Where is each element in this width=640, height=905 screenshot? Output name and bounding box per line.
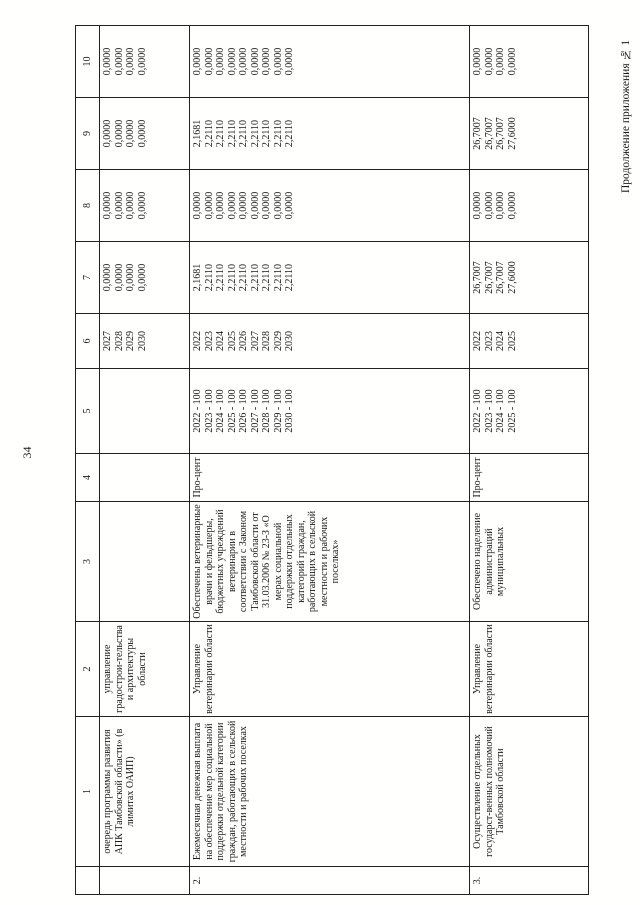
table-row-2: 2. Ежемесячная денежная выплата на обесп… [189, 25, 470, 895]
cell-federal: 0,0000 0,0000 0,0000 0,0000 [469, 169, 589, 242]
cell-local: 0,0000 0,0000 0,0000 0,0000 0,0000 0,000… [189, 25, 470, 98]
cell-unit: Про-цент [469, 453, 589, 502]
cell-rownum: 3. [469, 866, 589, 895]
header-cell-3: 3 [75, 501, 100, 622]
header-cell-9: 9 [75, 97, 100, 170]
header-cell-6: 6 [75, 313, 100, 369]
header-cell-8: 8 [75, 169, 100, 242]
header-cell-10: 10 [75, 25, 100, 98]
cell-rownum [99, 866, 190, 895]
cell-name: Осуществление отдельных государст-венных… [469, 716, 589, 867]
cell-years: 2022 2023 2024 2025 [469, 313, 589, 369]
cell-result: Обеспечены ветеринарные врачи и фельдшер… [189, 501, 470, 622]
cell-local: 0,0000 0,0000 0,0000 0,0000 [469, 25, 589, 98]
cell-regional: 26,7007 26,7007 26,7007 27,6000 [469, 97, 589, 170]
cell-executor: управление градострои-тельства и архитек… [99, 621, 190, 717]
cell-total: 2,1681 2,2110 2,2110 2,2110 2,2110 2,211… [189, 241, 470, 314]
measures-table: 1 2 3 4 5 6 7 8 9 10 очередь программы р… [75, 25, 589, 895]
cell-executor: Управление ветеринарии области [469, 621, 589, 717]
cell-years: 2027 2028 2029 2030 [99, 313, 190, 369]
header-cell-4: 4 [75, 453, 100, 502]
cell-total: 26,7007 26,7007 26,7007 27,6000 [469, 241, 589, 314]
cell-local: 0,0000 0,0000 0,0000 0,0000 [99, 25, 190, 98]
column-numbers-row: 1 2 3 4 5 6 7 8 9 10 [75, 25, 100, 895]
cell-target-values: 2022 - 100 2023 - 100 2024 - 100 2025 - … [189, 368, 470, 454]
cell-unit: Про-цент [189, 453, 470, 502]
page-number: 34 [20, 446, 34, 459]
cell-target-values: 2022 - 100 2023 - 100 2024 - 100 2025 - … [469, 368, 589, 454]
cell-target-values [99, 368, 190, 454]
cell-result [99, 501, 190, 622]
cell-years: 2022 2023 2024 2025 2026 2027 2028 2029 … [189, 313, 470, 369]
cell-federal: 0,0000 0,0000 0,0000 0,0000 [99, 169, 190, 242]
cell-result: Обеспечено наделение администраций муниц… [469, 501, 589, 622]
cell-federal: 0,0000 0,0000 0,0000 0,0000 0,0000 0,000… [189, 169, 470, 242]
header-cell-rownum [75, 866, 100, 895]
header-cell-7: 7 [75, 241, 100, 314]
cell-name: Ежемесячная денежная выплата на обеспече… [189, 716, 470, 867]
header-cell-5: 5 [75, 368, 100, 454]
cell-total: 0,0000 0,0000 0,0000 0,0000 [99, 241, 190, 314]
cell-regional: 0,0000 0,0000 0,0000 0,0000 [99, 97, 190, 170]
cell-unit [99, 453, 190, 502]
header-cell-1: 1 [75, 716, 100, 867]
cell-name: очередь программы развития АПК Тамбовско… [99, 716, 190, 867]
table-row-3: 3. Осуществление отдельных государст-вен… [469, 25, 589, 895]
cell-regional: 2,1681 2,2110 2,2110 2,2110 2,2110 2,211… [189, 97, 470, 170]
table-row-continuation: очередь программы развития АПК Тамбовско… [99, 25, 190, 895]
cell-executor: Управление ветеринарии области [189, 621, 470, 717]
cell-rownum: 2. [189, 866, 470, 895]
header-cell-2: 2 [75, 621, 100, 717]
